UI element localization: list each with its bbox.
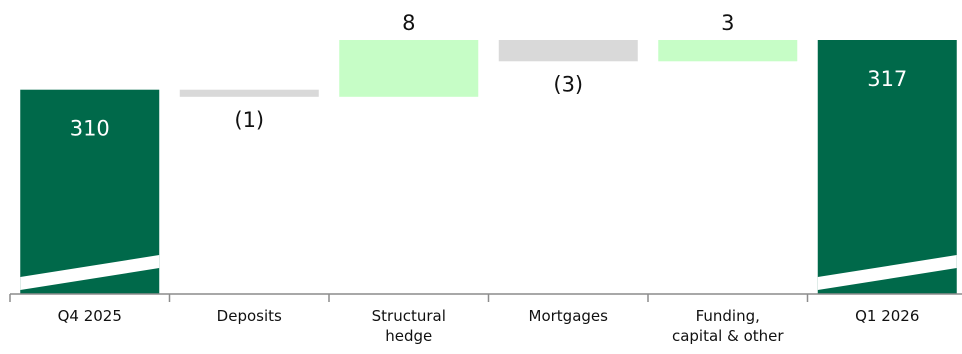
delta-value-label: (1) (234, 108, 264, 132)
total-value-label: 317 (867, 67, 907, 91)
bar-decrease (498, 40, 638, 62)
axis-break-slash (817, 255, 957, 290)
category-label: Funding, capital & other (672, 307, 784, 345)
axis-break-slash (20, 255, 160, 290)
delta-value-label: (3) (553, 72, 583, 96)
bar-increase (658, 40, 798, 62)
category-label: Q1 2026 (855, 307, 919, 325)
total-value-label: 310 (70, 117, 110, 141)
delta-value-label: 3 (721, 11, 734, 35)
category-label: Q4 2025 (58, 307, 122, 325)
bars-layer (20, 40, 957, 294)
value-labels-layer: 310 (1) 8 (3) 3 317 (70, 11, 908, 141)
category-label: Mortgages (529, 307, 609, 325)
x-axis: Q4 2025 Deposits Structural hedge Mortgages F… (9, 293, 962, 345)
category-label: Structural hedge (372, 307, 446, 345)
category-label: Deposits (217, 307, 282, 325)
delta-value-label: 8 (402, 11, 415, 35)
bar-decrease (179, 89, 319, 97)
bar-total (817, 40, 957, 294)
bar-increase (339, 40, 479, 97)
